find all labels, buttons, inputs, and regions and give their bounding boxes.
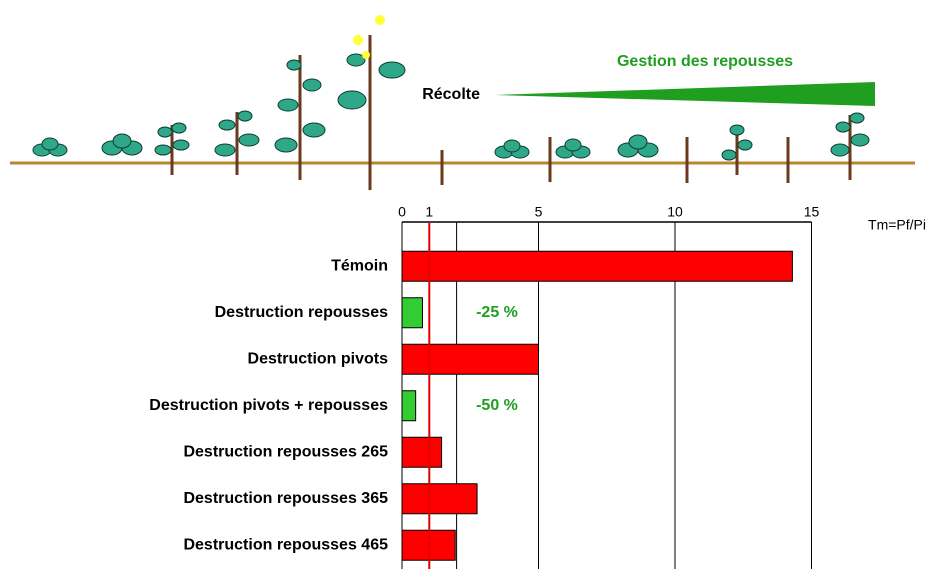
- x-tick-label: 0: [398, 204, 406, 220]
- chart: Récolte Gestion des repousses Tm=Pf/Pi 0…: [0, 0, 931, 569]
- x-tick-label: 15: [804, 204, 820, 220]
- x-tick-label: 5: [535, 204, 543, 220]
- bar: [402, 391, 416, 421]
- category-label: Destruction repousses 265: [183, 443, 388, 460]
- category-label: Destruction repousses: [215, 304, 388, 321]
- annotation: -50 %: [476, 397, 518, 414]
- bar: [402, 251, 792, 281]
- annotation: -25 %: [476, 304, 518, 321]
- x-tick-label: 1: [425, 204, 433, 220]
- bar: [402, 344, 539, 374]
- category-label: Destruction pivots: [248, 350, 389, 367]
- category-label: Destruction repousses 465: [183, 536, 388, 553]
- management-label: Gestion des repousses: [617, 53, 793, 70]
- bar: [402, 298, 422, 328]
- category-label: Destruction pivots + repousses: [149, 397, 388, 414]
- bar: [402, 437, 442, 467]
- management-wedge: [495, 82, 875, 106]
- x-axis-label: Tm=Pf/Pi: [868, 217, 926, 233]
- category-label: Témoin: [331, 257, 388, 274]
- harvest-label: Récolte: [422, 86, 480, 103]
- category-label: Destruction repousses 365: [183, 490, 388, 507]
- bar: [402, 484, 477, 514]
- x-tick-label: 10: [667, 204, 683, 220]
